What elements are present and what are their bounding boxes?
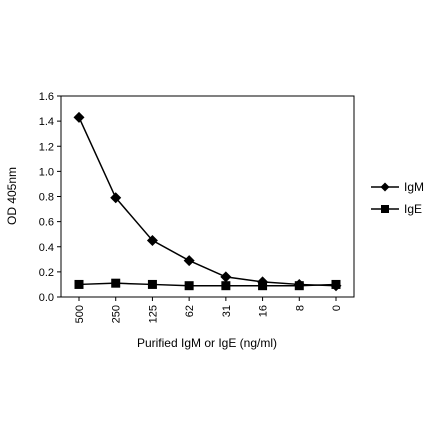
x-tick-label: 0 (331, 305, 343, 311)
y-axis-title: OD 405nm (5, 167, 19, 225)
data-point-ige (147, 279, 157, 289)
x-tick-label: 31 (221, 305, 233, 317)
y-tick-label: 0.8 (39, 192, 54, 204)
data-point-ige (74, 279, 84, 289)
x-tick-label: 16 (258, 305, 270, 317)
data-point-igm (146, 234, 158, 246)
data-point-ige (258, 281, 268, 291)
y-tick-label: 0.2 (39, 267, 54, 279)
x-tick-label: 8 (294, 305, 306, 311)
y-tick-label: 1.2 (39, 141, 54, 153)
series-igm (73, 111, 342, 292)
y-axis: 0.0 0.2 0.4 0.6 0.8 1.0 1.2 1.4 1.6 (39, 91, 61, 304)
y-tick-label: 1.6 (39, 91, 54, 103)
y-tick-label: 1.4 (39, 116, 54, 128)
series-line-ige (78, 282, 337, 287)
x-axis: 500 250 125 62 31 16 8 0 (74, 297, 343, 323)
y-tick-label: 0.6 (39, 217, 54, 229)
x-axis-title: Purified IgM or IgE (ng/ml) (137, 336, 277, 350)
legend-marker-ige (381, 205, 389, 213)
x-tick-label: 500 (74, 305, 86, 323)
x-tick-label: 250 (111, 305, 123, 323)
series-ige (74, 278, 341, 291)
y-tick-label: 0.4 (39, 242, 54, 254)
series-layer (73, 111, 342, 292)
data-point-ige (221, 281, 231, 291)
y-tick-label: 0.0 (39, 292, 54, 304)
y-tick-label: 1.0 (39, 166, 54, 178)
series-line-igm (78, 117, 337, 287)
data-point-igm (110, 192, 122, 204)
data-point-igm (73, 111, 85, 123)
x-tick-label: 62 (184, 305, 196, 317)
data-point-ige (331, 279, 341, 289)
data-point-ige (294, 281, 304, 291)
legend: IgM IgE (371, 180, 424, 216)
legend-label-ige: IgE (404, 202, 422, 216)
x-tick-label: 125 (147, 305, 159, 323)
data-point-igm (183, 255, 195, 267)
legend-label-igm: IgM (404, 180, 424, 194)
data-point-igm (220, 271, 232, 283)
plot-area-frame (60, 95, 355, 298)
legend-marker-igm (380, 182, 390, 192)
data-point-ige (111, 278, 121, 288)
data-point-ige (184, 281, 194, 291)
